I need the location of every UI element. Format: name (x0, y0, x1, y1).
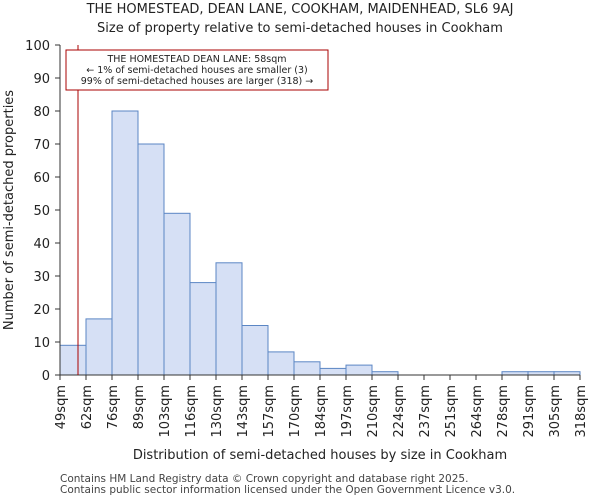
annotation-line-3: 99% of semi-detached houses are larger (… (81, 76, 314, 87)
x-tick-label: 184sqm (314, 385, 329, 438)
y-tick-label: 0 (42, 369, 50, 384)
annotation-box: THE HOMESTEAD DEAN LANE: 58sqm ← 1% of s… (65, 49, 329, 91)
footer-licence: Contains public sector information licen… (60, 484, 516, 496)
x-tick-label: 251sqm (444, 385, 459, 438)
y-tick-label: 60 (33, 171, 50, 186)
annotation-frame (65, 49, 329, 91)
y-tick-label: 100 (25, 39, 50, 54)
bar-170sqm (293, 361, 321, 376)
x-tick-label: 197sqm (340, 385, 355, 438)
x-tick-label: 318sqm (574, 385, 589, 438)
x-tick-label: 143sqm (236, 385, 251, 438)
y-tick-label: 90 (33, 72, 50, 87)
y-tick-label: 80 (33, 105, 50, 120)
x-tick-label: 237sqm (418, 385, 433, 438)
bar-89sqm (137, 143, 165, 376)
x-tick-label: 210sqm (366, 385, 381, 438)
x-tick-label: 291sqm (522, 385, 537, 438)
x-tick-label: 49sqm (54, 385, 69, 429)
x-tick-label: 157sqm (262, 385, 277, 438)
bar-76sqm (111, 110, 139, 376)
x-tick-label: 224sqm (392, 385, 407, 438)
chart-title: THE HOMESTEAD, DEAN LANE, COOKHAM, MAIDE… (86, 2, 514, 17)
bar-197sqm (345, 364, 373, 376)
x-tick-label: 264sqm (470, 385, 485, 438)
chart-subtitle: Size of property relative to semi-detach… (97, 21, 503, 36)
x-tick-label: 116sqm (184, 385, 199, 438)
x-tick-label: 103sqm (158, 385, 173, 438)
bar-184sqm (319, 367, 347, 376)
histogram-chart: 0 10 20 30 40 50 60 70 80 90 100 49sqm 62sqm 76sqm 89… (2, 39, 589, 463)
bar-130sqm (215, 262, 243, 376)
x-tick-label: 89sqm (132, 385, 147, 429)
bar-103sqm (163, 212, 191, 376)
x-tick-label: 278sqm (496, 385, 511, 438)
y-tick-label: 50 (33, 204, 50, 219)
y-tick-label: 30 (33, 270, 50, 285)
bar-116sqm (189, 282, 217, 376)
x-tick-label: 170sqm (288, 385, 303, 438)
y-tick-label: 10 (33, 336, 50, 351)
bar-49sqm (59, 344, 87, 376)
y-tick-label: 70 (33, 138, 50, 153)
x-tick-label: 305sqm (548, 385, 563, 438)
bar-62sqm (85, 318, 113, 376)
x-tick-label: 62sqm (80, 385, 95, 429)
y-axis-label: Number of semi-detached properties (2, 90, 17, 330)
x-axis-label: Distribution of semi-detached houses by … (133, 448, 507, 463)
bar-143sqm (241, 325, 269, 376)
x-tick-label: 76sqm (106, 385, 121, 429)
footer-copyright: Contains HM Land Registry data © Crown c… (60, 473, 469, 485)
y-tick-label: 40 (33, 237, 50, 252)
annotation-line-2: ← 1% of semi-detached houses are smaller… (86, 65, 307, 76)
x-tick-label: 130sqm (210, 385, 225, 438)
annotation-line-1: THE HOMESTEAD DEAN LANE: 58sqm (106, 54, 286, 65)
bar-157sqm (267, 351, 295, 376)
y-tick-label: 20 (33, 303, 50, 318)
